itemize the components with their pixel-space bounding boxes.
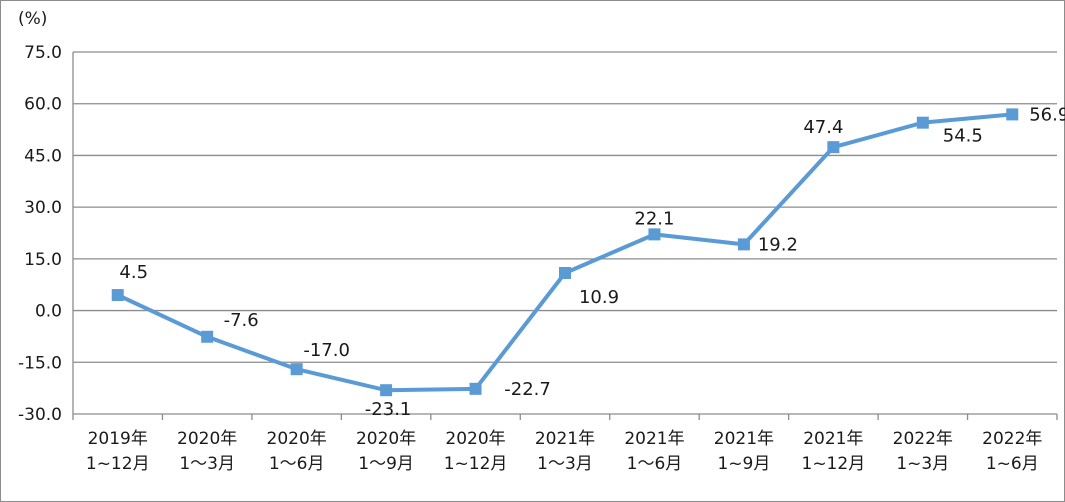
- data-label: 22.1: [634, 208, 674, 229]
- data-label: 10.9: [579, 287, 619, 308]
- y-tick-label: 15.0: [24, 250, 62, 270]
- data-point-marker: [737, 238, 750, 251]
- x-tick-label-year: 2022年: [893, 429, 953, 449]
- data-point-marker: [290, 363, 303, 376]
- data-point-marker: [559, 266, 571, 279]
- x-tick-label-period: 1～6月: [627, 454, 683, 474]
- x-tick-label-period: 1～3月: [179, 454, 235, 474]
- data-label: -17.0: [303, 340, 350, 361]
- x-tick-label-year: 2020年: [356, 429, 416, 449]
- y-tick-label: 30.0: [24, 198, 62, 218]
- data-label: 56.9: [1029, 104, 1065, 125]
- x-tick-label-period: 1~3月: [896, 454, 949, 474]
- data-point-marker: [201, 330, 214, 343]
- y-unit-label: (%): [18, 9, 47, 29]
- y-tick-label: 0.0: [35, 302, 62, 322]
- y-tick-label: 45.0: [24, 146, 62, 166]
- x-tick-label-year: 2019年: [88, 429, 148, 449]
- data-point-marker: [1006, 108, 1019, 121]
- data-label: 19.2: [758, 234, 798, 255]
- data-label: 54.5: [943, 126, 983, 147]
- x-tick-label-period: 1~12月: [86, 454, 150, 474]
- x-tick-label-period: 1～6月: [269, 454, 325, 474]
- y-tick-label: -30.0: [18, 405, 62, 425]
- data-label: -22.7: [504, 379, 551, 400]
- data-label: -7.6: [224, 310, 259, 331]
- x-tick-label-year: 2020年: [177, 429, 237, 449]
- y-tick-label: -15.0: [18, 353, 62, 373]
- data-point-marker: [111, 289, 124, 302]
- x-tick-label-year: 2021年: [624, 429, 684, 449]
- x-tick-label-period: 1~9月: [717, 454, 770, 474]
- x-tick-label-period: 1~12月: [444, 454, 508, 474]
- x-tick-label-year: 2020年: [267, 429, 327, 449]
- data-label: -23.1: [365, 399, 412, 420]
- data-point-marker: [469, 382, 482, 395]
- x-tick-label-year: 2022年: [982, 429, 1042, 449]
- x-tick-label-year: 2021年: [535, 429, 595, 449]
- x-tick-label-period: 1~12月: [802, 454, 866, 474]
- data-label: 47.4: [803, 117, 843, 138]
- x-tick-label-year: 2021年: [714, 429, 774, 449]
- x-tick-label-period: 1～9月: [358, 454, 414, 474]
- y-tick-label: 60.0: [24, 95, 62, 115]
- x-tick-label-year: 2021年: [803, 429, 863, 449]
- x-tick-label-period: 1~6月: [986, 454, 1039, 474]
- data-point-marker: [648, 228, 661, 241]
- y-tick-label: 75.0: [24, 43, 62, 63]
- data-label: 4.5: [119, 262, 148, 283]
- data-point-marker: [827, 141, 840, 154]
- data-point-marker: [916, 116, 929, 129]
- x-tick-label-year: 2020年: [445, 429, 505, 449]
- x-tick-label-period: 1～3月: [537, 454, 593, 474]
- data-point-marker: [380, 384, 393, 397]
